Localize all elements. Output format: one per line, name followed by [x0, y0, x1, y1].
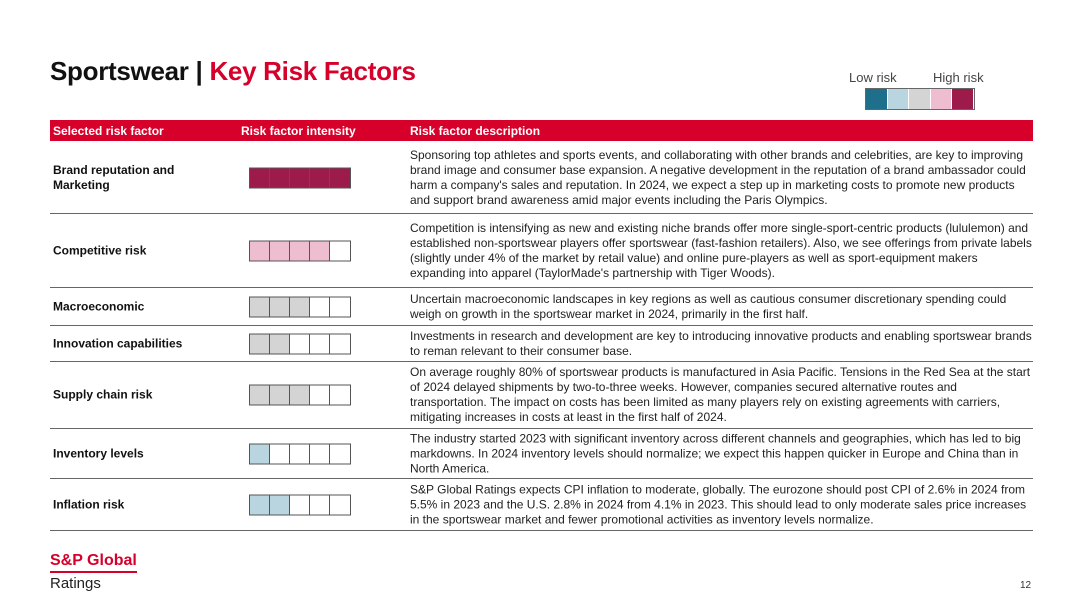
intensity-cell — [330, 241, 350, 260]
intensity-bar — [249, 384, 351, 406]
risk-description: On average roughly 80% of sportswear pro… — [410, 365, 1031, 424]
legend-swatch — [866, 89, 888, 109]
intensity-cell — [290, 495, 310, 514]
title: Sportswear | Key Risk Factors — [50, 56, 416, 87]
intensity-cell — [250, 168, 270, 188]
title-highlight: Key Risk Factors — [209, 56, 416, 86]
legend-high: High risk — [933, 70, 984, 85]
intensity-bar — [249, 167, 351, 189]
intensity-cell — [310, 168, 330, 188]
intensity-cell — [270, 297, 290, 316]
intensity-bar — [249, 296, 351, 317]
intensity-cell — [330, 444, 350, 463]
risk-factor: Innovation capabilities — [53, 336, 183, 350]
logo: S&P Global Ratings — [50, 552, 137, 592]
intensity-cell — [250, 495, 270, 514]
risk-factor: Macroeconomic — [53, 299, 145, 313]
intensity-cell — [330, 168, 350, 188]
intensity-cell — [270, 385, 290, 405]
intensity-cell — [310, 334, 330, 353]
intensity-cell — [270, 334, 290, 353]
risk-factor: Brand reputation and Marketing — [53, 163, 175, 192]
intensity-cell — [330, 495, 350, 514]
intensity-bar — [249, 494, 351, 515]
column-header: Risk factor description — [410, 124, 541, 138]
legend-swatch — [909, 89, 931, 109]
risk-description: Investments in research and development … — [410, 328, 1032, 358]
intensity-cell — [290, 334, 310, 353]
intensity-cell — [310, 297, 330, 316]
intensity-cell — [310, 444, 330, 463]
intensity-bar — [249, 333, 351, 354]
table-row: Supply chain risk On average roughly 80% … — [50, 362, 1033, 429]
table-row: Inflation risk S&P Global Ratings expects… — [50, 479, 1033, 531]
risk-factor: Inventory levels — [53, 446, 144, 460]
intensity-cell — [330, 334, 350, 353]
intensity-cell — [270, 168, 290, 188]
column-header: Selected risk factor — [53, 124, 164, 138]
risk-description: Uncertain macroeconomic landscapes in ke… — [410, 291, 1007, 321]
intensity-cell — [310, 495, 330, 514]
risk-description: S&P Global Ratings expects CPI inflation… — [410, 482, 1027, 526]
risk-factor: Competitive risk — [53, 243, 147, 257]
table-row: Competitive risk Competition is intensify… — [50, 214, 1033, 288]
legend-scale — [865, 88, 975, 110]
intensity-bar — [249, 240, 351, 261]
intensity-cell — [310, 385, 330, 405]
intensity-cell — [250, 385, 270, 405]
risk-description: Competition is intensifying as new and e… — [410, 220, 1032, 280]
intensity-cell — [290, 168, 310, 188]
logo-sub: Ratings — [50, 575, 101, 592]
intensity-cell — [250, 241, 270, 260]
intensity-cell — [250, 444, 270, 463]
risk-description: Sponsoring top athletes and sports event… — [410, 148, 1026, 207]
table-header: Selected risk factor Risk factor intensi… — [50, 120, 1033, 141]
table-row: Inventory levels The industry started 202… — [50, 429, 1033, 479]
risk-factor: Inflation risk — [53, 497, 125, 511]
logo-brand: S&P Global — [50, 552, 137, 573]
intensity-cell — [290, 444, 310, 463]
intensity-cell — [330, 297, 350, 316]
legend-swatch — [887, 89, 909, 109]
intensity-cell — [250, 334, 270, 353]
intensity-cell — [290, 241, 310, 260]
intensity-cell — [250, 297, 270, 316]
legend-swatch — [952, 89, 974, 109]
intensity-bar — [249, 443, 351, 464]
risk-description: The industry started 2023 with significa… — [410, 431, 1021, 475]
page-number: 12 — [1020, 580, 1032, 591]
intensity-cell — [290, 385, 310, 405]
legend-low: Low risk — [849, 70, 897, 85]
column-header: Risk factor intensity — [241, 124, 356, 138]
intensity-cell — [270, 495, 290, 514]
table-row: Innovation capabilities Investments in re… — [50, 326, 1033, 362]
table-row: Brand reputation and Marketing Sponsoring… — [50, 143, 1033, 214]
intensity-cell — [270, 241, 290, 260]
table-row: Macroeconomic Uncertain macroeconomic lan… — [50, 288, 1033, 326]
intensity-cell — [310, 241, 330, 260]
title-prefix: Sportswear | — [50, 56, 203, 86]
intensity-cell — [290, 297, 310, 316]
intensity-cell — [330, 385, 350, 405]
intensity-cell — [270, 444, 290, 463]
risk-factor: Supply chain risk — [53, 387, 153, 402]
legend-swatch — [930, 89, 952, 109]
